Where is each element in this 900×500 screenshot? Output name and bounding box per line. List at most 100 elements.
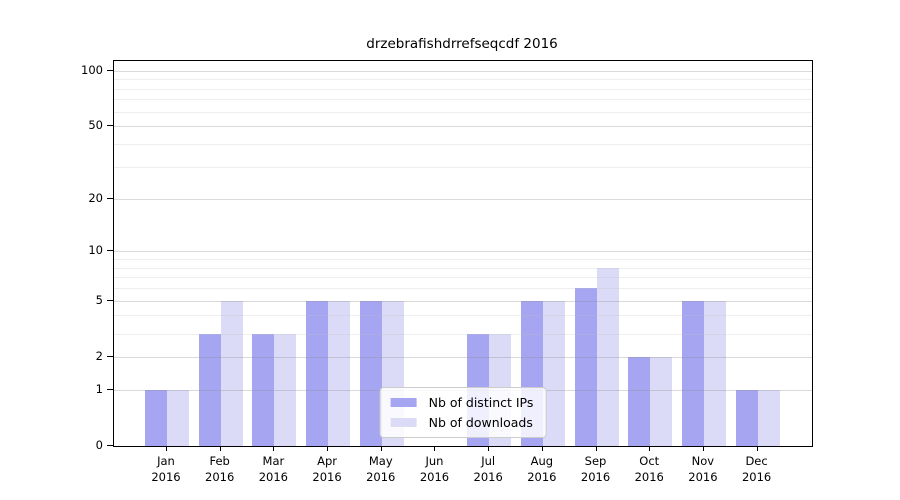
y-tick-label: 1 <box>95 381 103 396</box>
bar-downloads <box>596 267 619 446</box>
bar-downloads <box>757 389 780 446</box>
x-tick-label: Sep 2016 <box>566 454 626 485</box>
bar-distinct-ips <box>252 333 275 446</box>
y-tick-mark <box>107 299 113 301</box>
gridline <box>114 70 812 72</box>
y-tick-mark <box>107 388 113 390</box>
x-tick-label-year: 2016 <box>688 469 718 484</box>
y-tick-mark <box>107 445 113 446</box>
x-tick-label-year: 2016 <box>258 469 289 484</box>
x-tick-label-month: Jun <box>425 454 444 468</box>
x-tick-mark <box>541 446 543 451</box>
gridline <box>114 356 812 358</box>
legend-swatch-downloads <box>390 418 417 427</box>
y-tick-label: 10 <box>88 243 103 258</box>
x-tick-label-month: Sep <box>584 454 607 468</box>
gridline-minor <box>114 111 812 113</box>
x-tick-label: Jul 2016 <box>458 454 518 485</box>
bar-distinct-ips <box>574 288 597 446</box>
x-tick-label-month: May <box>368 454 393 468</box>
x-tick-label-year: 2016 <box>527 469 557 484</box>
x-tick-label-month: Mar <box>262 454 285 468</box>
x-tick-label: Jan 2016 <box>136 454 196 485</box>
legend-label: Nb of downloads <box>428 415 533 430</box>
gridline-minor <box>114 315 812 317</box>
bar-distinct-ips <box>628 356 651 446</box>
x-tick-label-month: Jan <box>157 454 175 468</box>
x-tick-label-month: Nov <box>691 454 715 468</box>
y-tick-mark <box>107 125 113 127</box>
bar-distinct-ips <box>681 300 704 446</box>
bar-distinct-ips <box>198 333 221 446</box>
gridline <box>114 198 812 200</box>
x-tick-label-month: Dec <box>745 454 768 468</box>
bar-distinct-ips <box>735 389 758 446</box>
gridline-minor <box>114 99 812 101</box>
x-tick-label: Feb 2016 <box>190 454 250 485</box>
gridline-minor <box>114 88 812 90</box>
x-tick-mark <box>649 446 651 451</box>
bar-distinct-ips <box>144 389 167 446</box>
gridline-minor <box>114 166 812 168</box>
bar-distinct-ips <box>359 300 382 446</box>
bar-distinct-ips <box>306 300 329 446</box>
gridline <box>114 300 812 302</box>
chart-title: drzebrafishdrrefseqcdf 2016 <box>366 36 558 52</box>
y-tick-mark <box>107 355 113 357</box>
x-tick-label: Mar 2016 <box>243 454 303 485</box>
x-tick-label-year: 2016 <box>151 469 181 484</box>
bar-downloads <box>166 389 189 446</box>
x-tick-label: Aug 2016 <box>512 454 572 485</box>
x-tick-label-month: Apr <box>317 454 338 468</box>
x-tick-label-year: 2016 <box>205 469 235 484</box>
x-tick-label-year: 2016 <box>473 469 503 484</box>
gridline-minor <box>114 277 812 279</box>
x-tick-label: Dec 2016 <box>727 454 787 485</box>
bar-downloads <box>328 300 351 446</box>
x-tick-label: Apr 2016 <box>297 454 357 485</box>
x-tick-label-month: Oct <box>639 454 660 468</box>
x-tick-mark <box>434 446 436 451</box>
x-tick-label: Nov 2016 <box>673 454 733 485</box>
y-tick-label: 50 <box>88 118 103 133</box>
x-tick-label: Oct 2016 <box>619 454 679 485</box>
y-tick-mark <box>107 197 113 199</box>
x-tick-label-year: 2016 <box>419 469 450 484</box>
x-tick-mark <box>380 446 382 451</box>
legend: Nb of distinct IPs Nb of downloads <box>379 387 547 438</box>
x-tick-label-year: 2016 <box>634 469 664 484</box>
legend-item: Nb of downloads <box>390 415 534 430</box>
x-tick-mark <box>273 446 275 451</box>
x-tick-label: Jun 2016 <box>404 454 464 485</box>
x-tick-mark <box>327 446 329 451</box>
x-tick-label-year: 2016 <box>312 469 342 484</box>
bar-downloads <box>220 300 243 446</box>
plot-area: Nb of distinct IPs Nb of downloads <box>113 60 813 447</box>
x-tick-mark <box>219 446 221 451</box>
bar-downloads <box>650 356 673 446</box>
gridline-minor <box>114 267 812 269</box>
y-tick-mark <box>107 69 113 71</box>
y-tick-label: 2 <box>95 348 103 363</box>
x-tick-mark <box>488 446 490 451</box>
x-tick-mark <box>165 446 167 451</box>
bar-downloads <box>274 333 297 446</box>
gridline <box>114 251 812 253</box>
gridline-minor <box>114 333 812 335</box>
legend-label: Nb of distinct IPs <box>428 395 534 410</box>
bar-downloads <box>703 300 726 446</box>
x-tick-label-month: Feb <box>209 454 230 468</box>
gridline-minor <box>114 258 812 260</box>
bar-downloads <box>542 300 565 446</box>
x-tick-mark <box>756 446 758 451</box>
y-tick-label: 0 <box>95 438 103 452</box>
gridline <box>114 126 812 128</box>
x-tick-mark <box>702 446 704 451</box>
legend-item: Nb of distinct IPs <box>390 395 534 410</box>
gridline-minor <box>114 144 812 146</box>
y-tick-mark <box>107 250 113 252</box>
gridline-minor <box>114 79 812 81</box>
x-tick-label-month: Aug <box>530 454 554 468</box>
x-tick-label-year: 2016 <box>366 469 396 484</box>
